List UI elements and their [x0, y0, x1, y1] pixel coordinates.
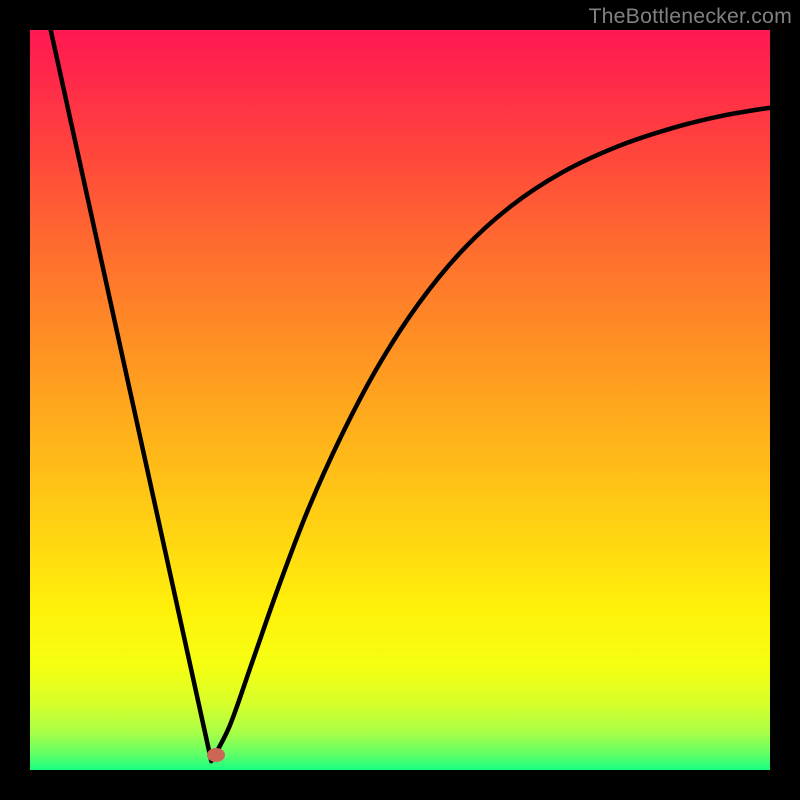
plot-area: [30, 30, 770, 770]
curve-path: [51, 30, 770, 761]
bottleneck-curve: [30, 30, 770, 770]
minimum-marker: [207, 748, 225, 762]
watermark-text: TheBottlenecker.com: [588, 4, 792, 29]
